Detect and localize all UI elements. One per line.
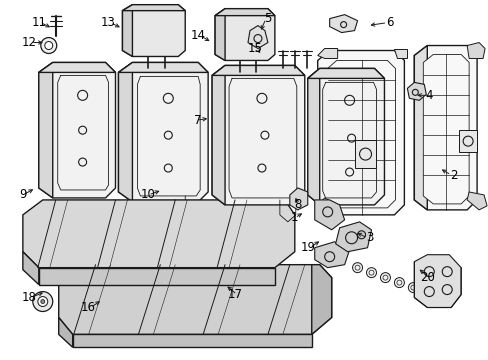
Polygon shape: [327, 60, 395, 208]
Polygon shape: [23, 200, 294, 268]
Polygon shape: [307, 68, 384, 205]
Circle shape: [359, 148, 371, 160]
Polygon shape: [407, 82, 426, 100]
Polygon shape: [317, 49, 337, 58]
Circle shape: [45, 41, 53, 50]
Polygon shape: [39, 268, 274, 285]
Text: 13: 13: [101, 16, 116, 29]
Polygon shape: [122, 5, 132, 57]
Text: 20: 20: [419, 271, 434, 284]
Polygon shape: [413, 45, 427, 210]
Polygon shape: [73, 334, 311, 347]
Polygon shape: [215, 9, 274, 15]
Polygon shape: [317, 198, 337, 215]
Polygon shape: [118, 62, 208, 202]
Text: 18: 18: [21, 291, 36, 304]
Circle shape: [394, 278, 404, 288]
Text: 12: 12: [21, 36, 36, 49]
Circle shape: [422, 288, 431, 298]
Polygon shape: [247, 26, 267, 49]
Text: 6: 6: [385, 16, 392, 29]
Polygon shape: [307, 68, 319, 205]
Polygon shape: [39, 62, 115, 72]
Polygon shape: [118, 62, 132, 202]
Polygon shape: [466, 192, 486, 210]
Text: 19: 19: [300, 241, 315, 254]
Circle shape: [38, 297, 48, 306]
Polygon shape: [39, 62, 115, 198]
Text: 4: 4: [425, 89, 432, 102]
Text: 14: 14: [190, 29, 205, 42]
Text: 16: 16: [81, 301, 96, 314]
Polygon shape: [59, 265, 331, 334]
Bar: [354, 140, 376, 168]
Polygon shape: [423, 54, 468, 204]
Polygon shape: [122, 5, 185, 57]
Circle shape: [41, 300, 45, 303]
Circle shape: [462, 136, 472, 146]
Polygon shape: [466, 42, 484, 58]
Polygon shape: [122, 5, 185, 11]
Text: 3: 3: [365, 231, 372, 244]
Polygon shape: [212, 66, 224, 205]
Polygon shape: [215, 9, 224, 60]
Text: 2: 2: [449, 168, 457, 181]
Polygon shape: [23, 252, 39, 285]
Circle shape: [407, 283, 417, 293]
Polygon shape: [212, 66, 304, 75]
Circle shape: [380, 273, 389, 283]
Polygon shape: [311, 265, 331, 334]
Text: 7: 7: [194, 114, 202, 127]
Polygon shape: [39, 62, 53, 198]
Polygon shape: [59, 318, 73, 347]
Text: 11: 11: [31, 16, 46, 29]
Circle shape: [33, 292, 53, 311]
Polygon shape: [317, 50, 404, 215]
Polygon shape: [394, 49, 407, 58]
Text: 17: 17: [227, 288, 242, 301]
Polygon shape: [314, 242, 349, 268]
Text: 5: 5: [264, 12, 271, 25]
Bar: [458, 130, 476, 152]
Polygon shape: [118, 62, 208, 72]
Polygon shape: [215, 9, 274, 60]
Polygon shape: [413, 255, 460, 307]
Polygon shape: [314, 200, 344, 230]
Circle shape: [41, 37, 57, 54]
Text: 8: 8: [293, 198, 301, 211]
Polygon shape: [289, 188, 307, 210]
Text: 1: 1: [290, 211, 298, 224]
Text: 15: 15: [247, 42, 262, 55]
Text: 9: 9: [19, 188, 26, 202]
Circle shape: [352, 263, 362, 273]
Text: 10: 10: [141, 188, 156, 202]
Polygon shape: [335, 222, 371, 252]
Circle shape: [366, 268, 376, 278]
Polygon shape: [307, 68, 384, 78]
Polygon shape: [413, 45, 476, 210]
Polygon shape: [329, 15, 357, 32]
Polygon shape: [212, 66, 304, 205]
